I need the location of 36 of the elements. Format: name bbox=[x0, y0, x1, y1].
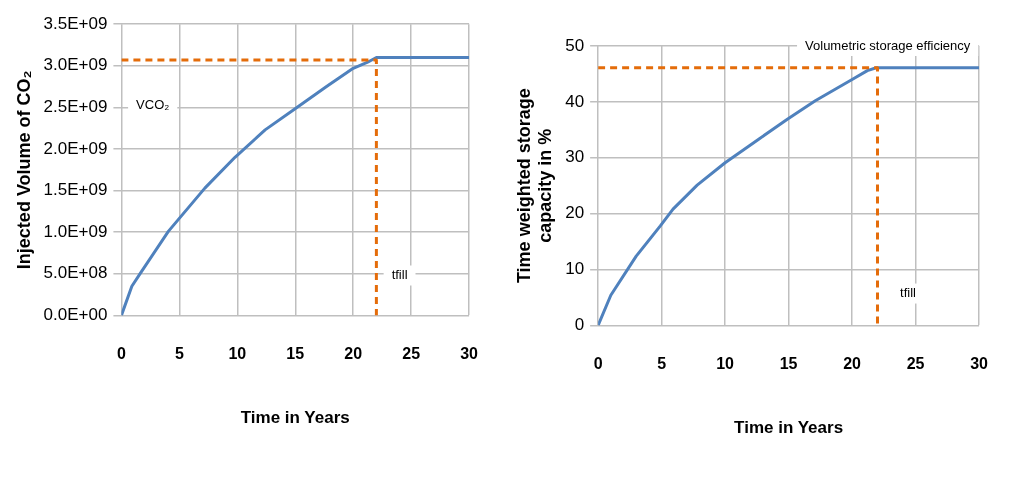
x-tick-label: 20 bbox=[843, 355, 862, 373]
annotation: tfill bbox=[391, 267, 408, 283]
y-tick-label: 50 bbox=[565, 35, 585, 55]
x-tick-label: 10 bbox=[716, 355, 735, 373]
x-tick-label: 30 bbox=[460, 345, 479, 363]
y-tick-label: 2.0E+09 bbox=[43, 138, 108, 158]
x-tick-label: 25 bbox=[906, 355, 925, 373]
y-tick-label: 40 bbox=[565, 91, 585, 111]
annotation: Volumetric storage efficiency bbox=[805, 37, 971, 53]
x-tick-label: 30 bbox=[970, 355, 989, 373]
y-tick-label: 0 bbox=[574, 315, 585, 335]
annotation: tfill bbox=[900, 285, 917, 301]
y-tick-label: 3.5E+09 bbox=[43, 13, 108, 33]
x-axis-title: Time in Years bbox=[734, 418, 844, 438]
x-tick-label: 0 bbox=[116, 345, 126, 363]
y-tick-label: 0.0E+00 bbox=[43, 305, 108, 325]
y-tick-label: 5.0E+08 bbox=[43, 263, 108, 283]
x-tick-label: 0 bbox=[593, 355, 603, 373]
x-tick-label: 15 bbox=[779, 355, 798, 373]
x-tick-label: 10 bbox=[228, 345, 247, 363]
y-tick-label: 3.0E+09 bbox=[43, 55, 108, 75]
x-tick-label: 25 bbox=[402, 345, 421, 363]
y-tick-label: 30 bbox=[565, 147, 585, 167]
y-tick-label: 1.0E+09 bbox=[43, 221, 108, 241]
x-tick-label: 20 bbox=[344, 345, 363, 363]
y-tick-label: 2.5E+09 bbox=[43, 97, 108, 117]
x-tick-label: 15 bbox=[286, 345, 305, 363]
y-axis-title: Time weighted storage capacity in % bbox=[513, 88, 556, 284]
y-tick-label: 1.5E+09 bbox=[43, 180, 108, 200]
x-tick-label: 5 bbox=[174, 345, 184, 363]
y-tick-label: 20 bbox=[565, 203, 585, 223]
annotation: VCO₂ bbox=[136, 97, 170, 113]
x-axis-title: Time in Years bbox=[240, 408, 350, 428]
x-tick-label: 5 bbox=[657, 355, 667, 373]
y-tick-label: 10 bbox=[565, 259, 585, 279]
y-axis-title: Injected Volume of CO₂ bbox=[13, 70, 34, 270]
